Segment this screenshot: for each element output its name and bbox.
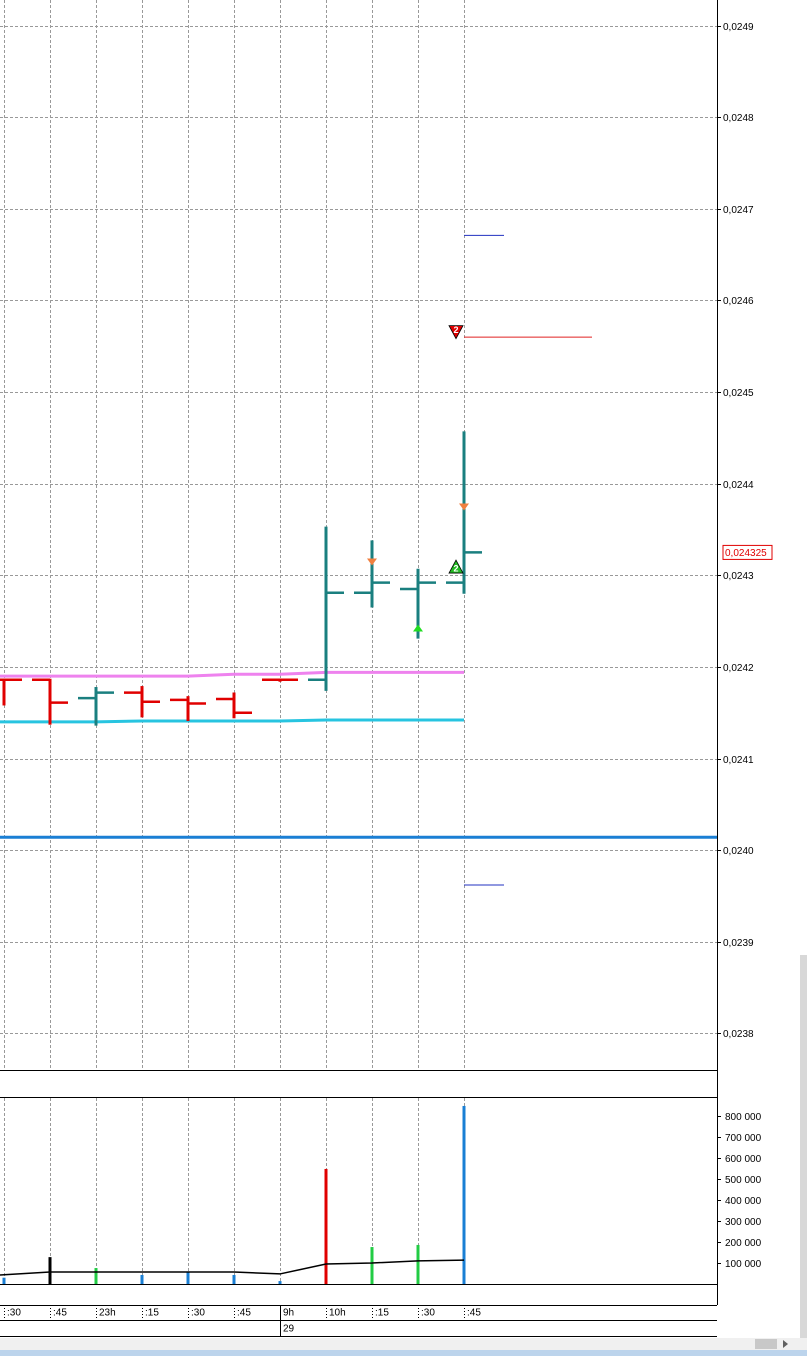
y-tick-label: 0,0248 [723,113,754,124]
y-tick-label: 0,0246 [723,296,754,307]
x-tick-label: :30 [421,1308,435,1319]
scroll-arrow[interactable] [783,1340,788,1348]
x-tick-label: :45 [467,1308,481,1319]
x-tick-label: :15 [145,1308,159,1319]
signal-marker [367,558,377,566]
indicator-line [0,670,464,678]
signal-marker [448,325,464,340]
date-label: 29 [283,1324,295,1335]
volume-bar [232,1274,236,1284]
y-tick-label: 100 000 [725,1259,762,1270]
signal-label: 2 [453,325,458,335]
y-tick-label: 0,0247 [723,205,754,216]
y-tick-label: 0,0243 [723,571,754,582]
x-tick-label: 9h [283,1308,294,1319]
horizontal-scrollbar[interactable] [0,1338,807,1350]
window-border [0,1350,807,1356]
y-tick-label: 400 000 [725,1196,762,1207]
volume-bar [370,1247,374,1284]
signal-marker [448,559,464,574]
y-tick-label: 0,0245 [723,388,754,399]
y-tick-label: 0,0239 [723,938,754,949]
y-tick-label: 0,0249 [723,22,754,33]
x-tick-label: 23h [99,1308,116,1319]
last-price-label: 0,024325 [725,548,767,559]
y-tick-label: 600 000 [725,1154,762,1165]
volume-average [0,1259,465,1276]
volume-bar [416,1244,420,1284]
y-tick-label: 0,0238 [723,1029,754,1040]
y-tick-label: 700 000 [725,1133,762,1144]
x-tick-label: :15 [375,1308,389,1319]
signal-marker [413,624,423,632]
x-tick-label: :45 [237,1308,251,1319]
signal-marker [459,503,469,511]
y-tick-label: 0,0244 [723,480,754,491]
x-tick-label: :30 [191,1308,205,1319]
y-tick-label: 0,0241 [723,755,754,766]
volume-bar [2,1277,6,1284]
scrollbar-thumb[interactable] [755,1339,777,1349]
x-tick-label: 10h [329,1308,346,1319]
volume-bar [48,1257,52,1284]
indicator-line [0,718,464,724]
y-tick-label: 200 000 [725,1238,762,1249]
vertical-scrollbar[interactable] [800,955,807,1338]
volume-bar [278,1281,282,1284]
volume-bar [324,1168,328,1284]
x-tick-label: :30 [7,1308,21,1319]
volume-bar [186,1272,190,1284]
volume-bar [462,1105,466,1284]
last-price-box [722,544,773,560]
volume-bar [140,1274,144,1284]
y-tick-label: 0,0240 [723,846,754,857]
x-tick-label: :45 [53,1308,67,1319]
y-tick-label: 500 000 [725,1175,762,1186]
signal-label: 2 [453,563,458,573]
y-tick-label: 0,0242 [723,663,754,674]
y-tick-label: 300 000 [725,1217,762,1228]
volume-bar [94,1268,98,1284]
y-tick-label: 800 000 [725,1112,762,1123]
